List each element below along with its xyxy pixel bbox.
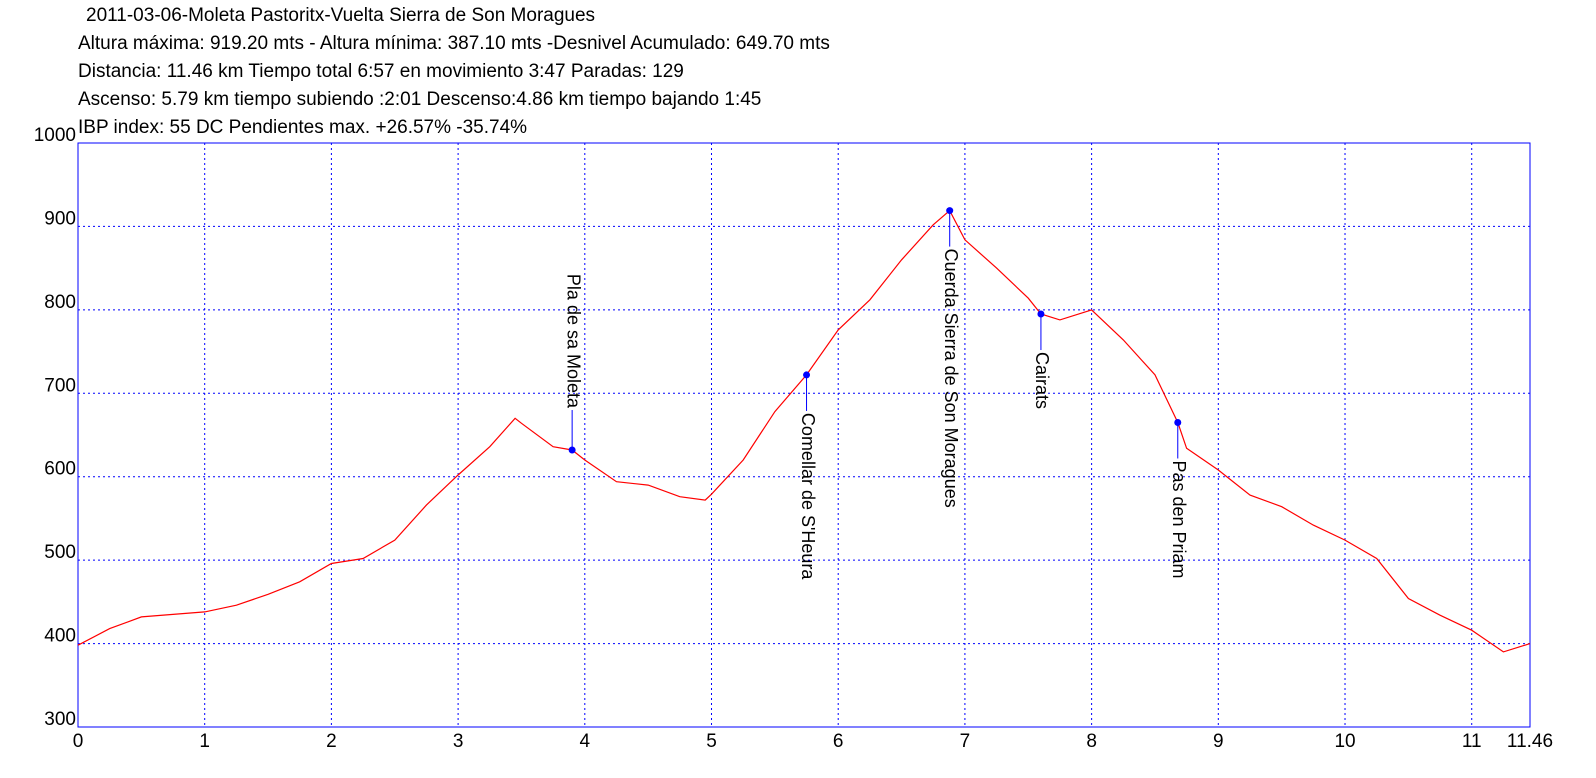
y-tick-label: 500 (44, 542, 76, 563)
waypoint-label: Pla de sa Moleta (563, 274, 583, 409)
y-tick-label: 1000 (34, 125, 76, 146)
x-tick-label: 1 (199, 731, 210, 752)
x-tick-label: 11.46 (1507, 731, 1553, 752)
subtitle-line: Altura máxima: 919.20 mts - Altura mínim… (78, 33, 830, 54)
y-tick-label: 300 (44, 709, 76, 730)
subtitle-line: IBP index: 55 DC Pendientes max. +26.57%… (78, 117, 527, 138)
x-tick-label: 3 (453, 731, 464, 752)
y-tick-label: 700 (44, 375, 76, 396)
waypoint (568, 446, 576, 454)
x-tick-label: 4 (580, 731, 591, 752)
waypoint (803, 371, 811, 379)
waypoint-label: Pas den Priam (1169, 460, 1189, 578)
waypoint (1174, 418, 1182, 426)
x-tick-label: 6 (833, 731, 844, 752)
waypoint-label: Comellar de S'Heura (798, 413, 818, 580)
y-tick-label: 800 (44, 292, 76, 313)
x-tick-label: 7 (960, 731, 971, 752)
subtitle-line: Distancia: 11.46 km Tiempo total 6:57 en… (78, 61, 684, 82)
x-tick-label: 11 (1462, 731, 1482, 752)
y-tick-label: 400 (44, 626, 76, 647)
x-tick-label: 2 (326, 731, 337, 752)
subtitle-line: Ascenso: 5.79 km tiempo subiendo :2:01 D… (78, 89, 761, 110)
plot-border (77, 142, 1531, 728)
waypoint-label: Cuerda Sierra de Son Moragues (941, 249, 961, 508)
waypoint (946, 207, 954, 215)
waypoint-label: Cairats (1032, 352, 1052, 409)
chart-title: 2011-03-06-Moleta Pastoritx-Vuelta Sierr… (86, 5, 595, 26)
x-tick-label: 8 (1086, 731, 1097, 752)
y-tick-label: 600 (44, 459, 76, 480)
x-tick-label: 5 (706, 731, 717, 752)
waypoint (1037, 310, 1045, 318)
x-tick-label: 10 (1334, 731, 1355, 752)
x-tick-label: 9 (1213, 731, 1224, 752)
y-tick-label: 900 (44, 208, 76, 229)
x-tick-label: 0 (73, 731, 84, 752)
